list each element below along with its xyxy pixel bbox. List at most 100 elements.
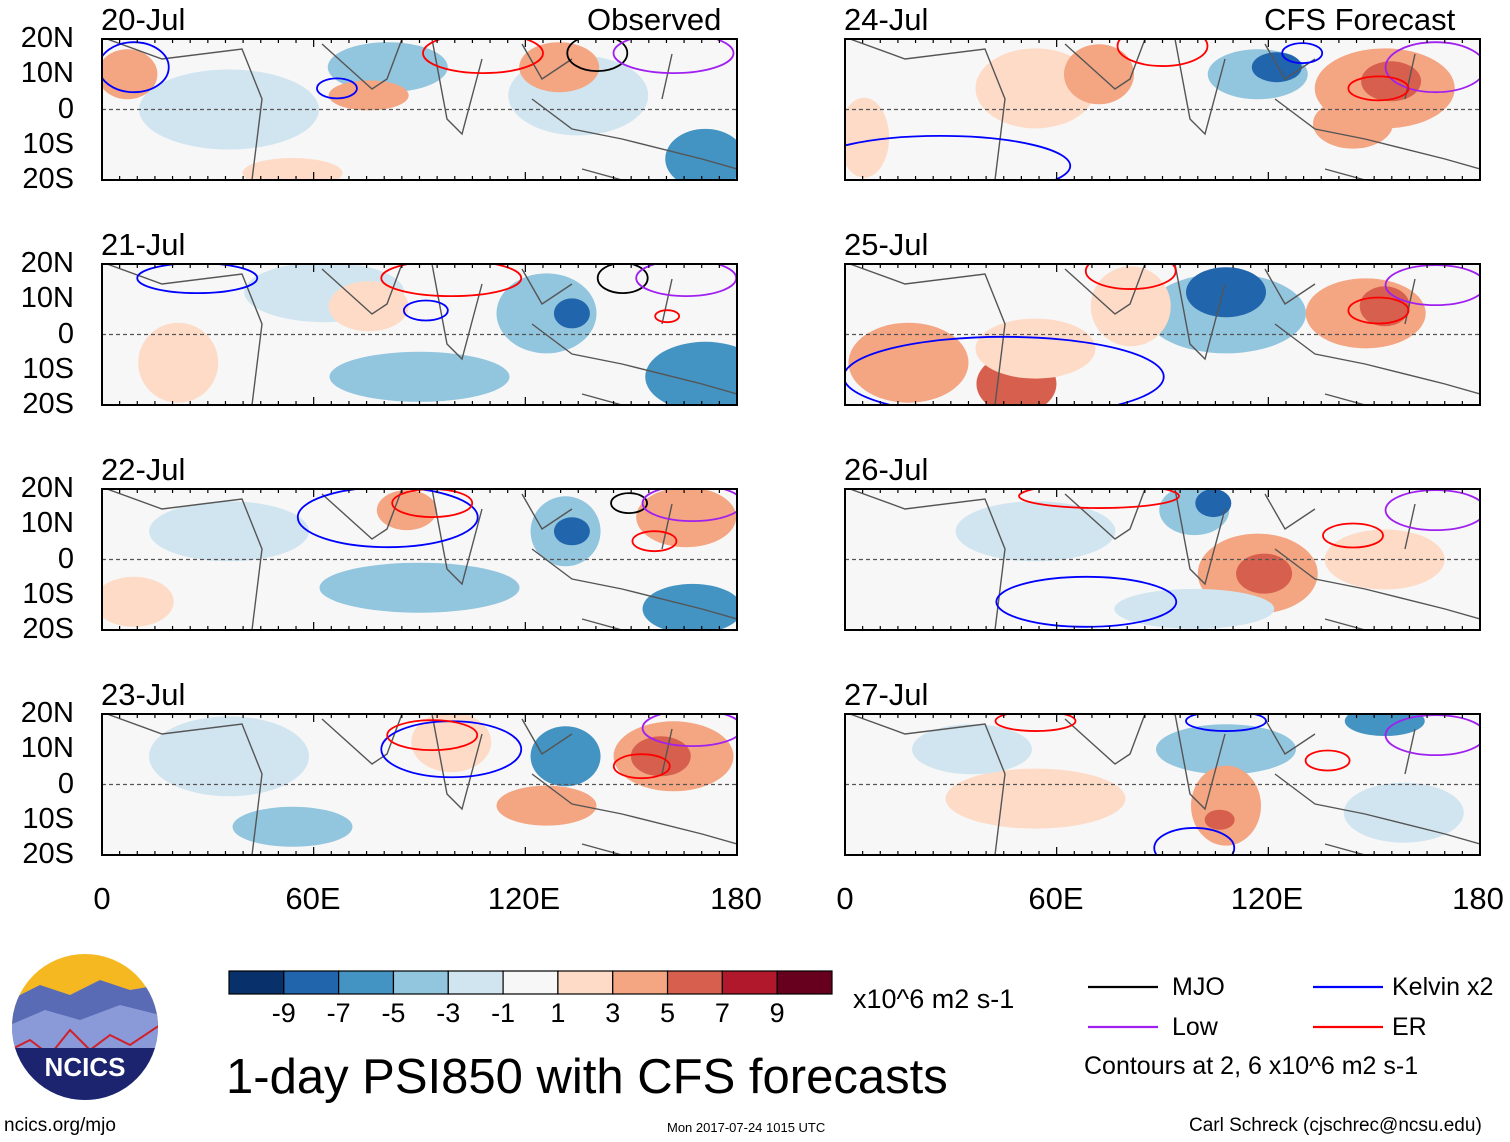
lat-label: 10N [20, 57, 74, 90]
anomaly-shading [138, 322, 219, 403]
colorbar-swatch [338, 970, 395, 995]
colorbar-tick-label: -3 [436, 998, 461, 1028]
figure-title: 1-day PSI850 with CFS forecasts [226, 1050, 948, 1104]
wave-contour [1347, 75, 1410, 102]
map-panel [844, 38, 1481, 181]
wave-contour [1084, 264, 1177, 290]
lat-label: 20S [22, 613, 74, 645]
anomaly-shading [665, 128, 737, 180]
coastline [849, 264, 1480, 405]
map-panel [101, 488, 738, 631]
lat-label: 20N [20, 247, 74, 279]
anomaly-shading [376, 490, 437, 531]
wave-contour [296, 489, 479, 549]
anomaly-shading [630, 736, 691, 777]
colorbar-swatch [283, 970, 340, 995]
lon-label: 60E [285, 881, 341, 916]
colorbar-swatch [666, 970, 723, 995]
wave-contour [402, 299, 449, 322]
lat-label: 10S [22, 577, 74, 610]
anomaly-shading [232, 806, 353, 847]
panel-date-4: 23-Jul [101, 677, 186, 712]
anomaly-shading [553, 298, 590, 329]
lat-label: 10N [20, 732, 74, 765]
colorbar-swatch [502, 970, 559, 995]
panel-date-6: 25-Jul [844, 227, 929, 262]
anomaly-shading [496, 273, 597, 354]
wave-contour [102, 41, 170, 94]
wave-contour [845, 335, 1165, 405]
anomaly-shading [845, 97, 890, 178]
colorbar-tick-label: -7 [326, 998, 351, 1028]
anomaly-shading [1204, 809, 1235, 830]
anomaly-shading [955, 501, 1116, 562]
anomaly-shading [328, 80, 409, 111]
wave-contour [1281, 42, 1324, 64]
wave-contour [612, 753, 671, 780]
wave-contour [610, 492, 648, 515]
anomaly-shading [553, 517, 590, 546]
anomaly-shading [327, 42, 448, 93]
legend-low: Low [1172, 1013, 1218, 1041]
anomaly-shading [1156, 724, 1296, 775]
anomaly-shading [1251, 52, 1302, 83]
anomaly-shading [102, 49, 158, 100]
anomaly-shading [1313, 98, 1393, 149]
coastline [106, 39, 737, 180]
wave-contour [380, 264, 523, 297]
colorbar-swatch [776, 970, 833, 995]
lat-label: 20S [22, 163, 74, 195]
lat-label: 20S [22, 388, 74, 420]
footer-timestamp: Mon 2017-07-24 1015 UTC [667, 1120, 826, 1135]
contour-note: Contours at 2, 6 x10^6 m2 s-1 [1084, 1052, 1419, 1080]
legend-er: ER [1392, 1013, 1427, 1041]
colorbar-tick-label: 5 [660, 998, 676, 1028]
wave-contour [1347, 296, 1410, 325]
coastline [849, 714, 1480, 855]
anomaly-shading [329, 351, 510, 402]
colorbar-swatch [612, 970, 669, 995]
wave-contour [1185, 714, 1267, 732]
wave-contour [1384, 714, 1480, 757]
map-panel [101, 713, 738, 856]
lon-label: 0 [93, 881, 111, 916]
panel-date-5: 24-Jul [844, 2, 929, 37]
wave-contour [1384, 264, 1480, 307]
lat-label: 0 [57, 317, 74, 350]
wave-contour [612, 39, 735, 74]
colorbar-swatch [557, 970, 614, 995]
anomaly-shading [1344, 714, 1425, 737]
colorbar-tick-label: 7 [714, 998, 730, 1028]
wave-contour [596, 264, 649, 294]
ncics-logo: NCICS [12, 954, 158, 1100]
anomaly-shading [1186, 267, 1266, 318]
legend-mjo: MJO [1172, 973, 1225, 1001]
map-panel [101, 38, 738, 181]
wave-contour [1018, 489, 1180, 509]
colorbar-tick-label: -5 [381, 998, 406, 1028]
lat-label: 0 [57, 767, 74, 800]
anomaly-shading [912, 724, 1032, 775]
svg-text:NCICS: NCICS [45, 1052, 126, 1082]
lat-label: 10S [22, 352, 74, 385]
cfs-forecast-label: CFS Forecast [1264, 2, 1456, 37]
anomaly-shading [1359, 286, 1410, 327]
observed-label: Observed [587, 2, 722, 37]
anomaly-shading [1195, 489, 1232, 518]
anomaly-shading [1090, 266, 1171, 347]
lon-label: 120E [1230, 881, 1304, 916]
map-panel [844, 488, 1481, 631]
panel-date-2: 21-Jul [101, 227, 186, 262]
lon-label: 180 [710, 881, 762, 916]
lat-label: 10N [20, 282, 74, 315]
wave-contour [1304, 749, 1351, 772]
lon-label: 180 [1452, 881, 1504, 916]
wave-contour [136, 264, 259, 294]
anomaly-shading [636, 489, 737, 548]
legend-kelvin: Kelvin x2 [1392, 973, 1494, 1001]
wave-contour [1384, 489, 1480, 532]
footer-url[interactable]: ncics.org/mjo [4, 1115, 116, 1136]
lat-label: 10S [22, 802, 74, 835]
